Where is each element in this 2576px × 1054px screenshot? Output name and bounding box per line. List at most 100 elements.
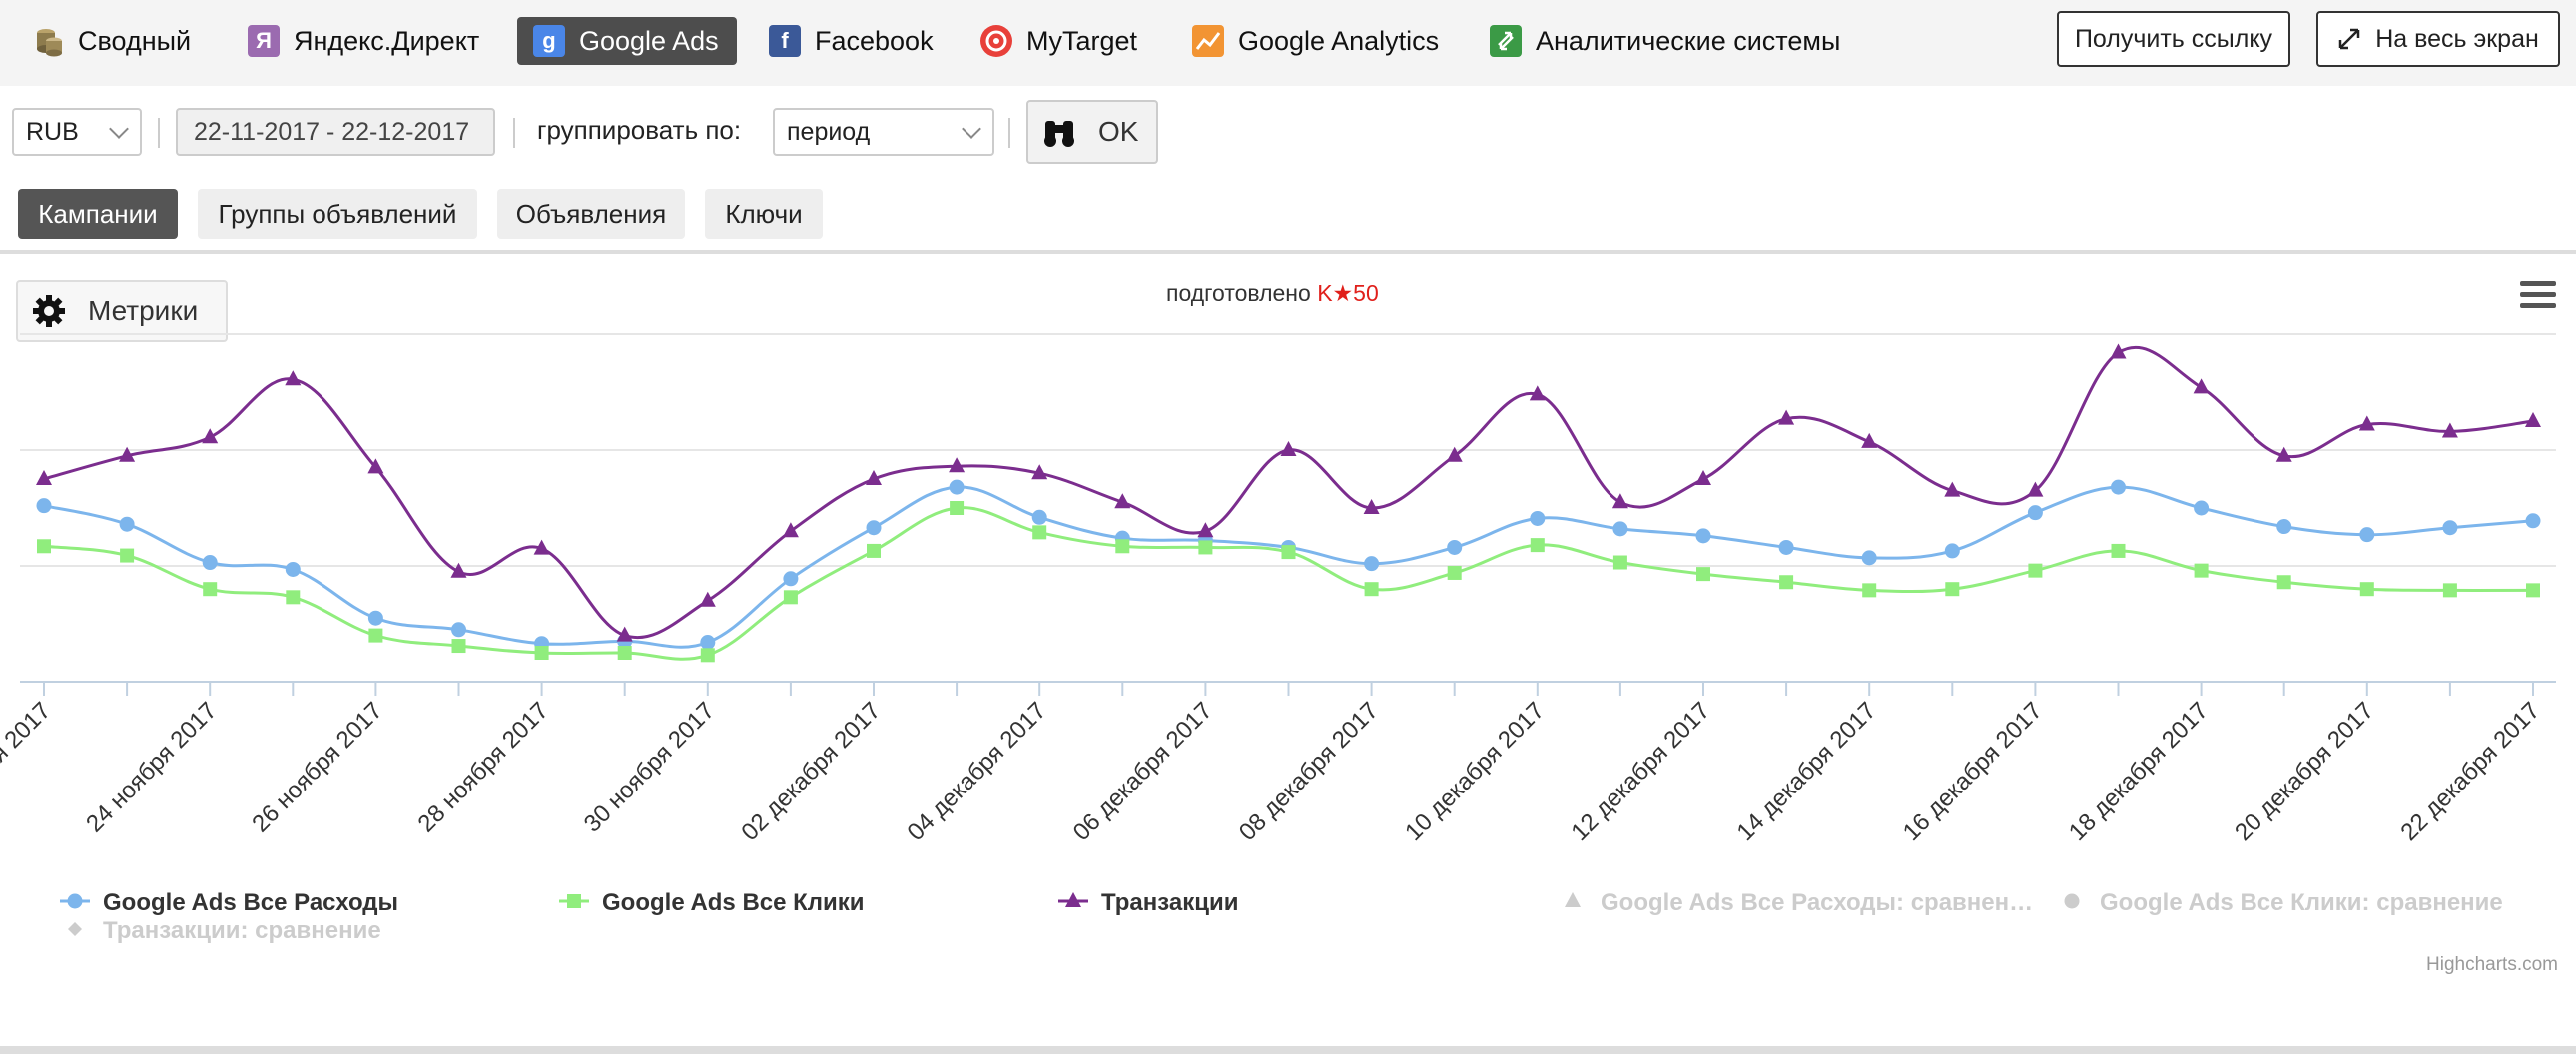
data-point[interactable] — [782, 522, 799, 538]
data-point[interactable] — [1447, 539, 1463, 555]
data-point[interactable] — [202, 428, 219, 444]
subtab-ads[interactable]: Объявления — [497, 189, 685, 239]
tab-summary[interactable]: Сводный — [34, 17, 191, 65]
data-point[interactable] — [1446, 446, 1463, 462]
tab-analytics-systems[interactable]: Аналитические системы — [1490, 17, 1840, 65]
data-point[interactable] — [120, 548, 135, 563]
data-point[interactable] — [949, 479, 965, 495]
scrollbar[interactable] — [0, 1046, 2576, 1054]
data-point[interactable] — [285, 561, 301, 577]
data-point[interactable] — [367, 610, 383, 626]
data-point[interactable] — [867, 543, 881, 558]
data-point[interactable] — [1364, 582, 1379, 597]
data-point[interactable] — [2359, 527, 2375, 543]
data-point[interactable] — [1363, 499, 1380, 514]
data-point[interactable] — [950, 501, 965, 515]
data-point[interactable] — [451, 639, 466, 654]
data-point[interactable] — [2111, 479, 2126, 495]
data-point[interactable] — [1779, 575, 1794, 590]
data-point[interactable] — [1944, 543, 1960, 559]
data-point[interactable] — [1612, 521, 1628, 537]
tab-google-ads[interactable]: g Google Ads — [517, 17, 737, 65]
data-point[interactable] — [2442, 520, 2458, 536]
data-point[interactable] — [2111, 543, 2126, 558]
data-point[interactable] — [1530, 538, 1545, 553]
legend-marker[interactable] — [1565, 892, 1581, 907]
data-point[interactable] — [2193, 378, 2210, 394]
ok-button[interactable]: OK — [1026, 100, 1158, 164]
data-point[interactable] — [368, 628, 383, 643]
data-point[interactable] — [1695, 528, 1711, 544]
data-point[interactable] — [1114, 493, 1131, 509]
data-point[interactable] — [700, 635, 716, 651]
data-point[interactable] — [2442, 583, 2457, 598]
data-point[interactable] — [36, 470, 52, 485]
legend-item[interactable]: Google Ads Все Клики — [602, 889, 865, 916]
data-point[interactable] — [1945, 582, 1960, 597]
data-point[interactable] — [866, 470, 882, 485]
data-point[interactable] — [1114, 530, 1130, 546]
data-point[interactable] — [534, 636, 550, 652]
data-point[interactable] — [1612, 555, 1627, 570]
data-point[interactable] — [1364, 556, 1380, 572]
data-point[interactable] — [285, 370, 302, 386]
tab-mytarget[interactable]: MyTarget — [980, 17, 1137, 65]
data-point[interactable] — [533, 539, 550, 555]
data-point[interactable] — [1778, 539, 1794, 555]
data-point[interactable] — [783, 590, 798, 605]
data-point[interactable] — [1280, 441, 1297, 456]
fullscreen-button[interactable]: На весь экран — [2316, 11, 2560, 67]
data-point[interactable] — [1778, 409, 1795, 425]
data-point[interactable] — [1944, 481, 1961, 497]
subtab-campaigns[interactable]: Кампании — [18, 189, 178, 239]
legend-item-inactive[interactable]: Google Ads Все Клики: сравнение — [2100, 889, 2503, 916]
data-point[interactable] — [949, 457, 966, 473]
data-point[interactable] — [450, 562, 467, 578]
data-point[interactable] — [1447, 565, 1462, 580]
data-point[interactable] — [1031, 509, 1047, 525]
data-point[interactable] — [2027, 505, 2043, 521]
data-point[interactable] — [2526, 583, 2540, 598]
data-point[interactable] — [783, 571, 799, 587]
data-point[interactable] — [1695, 470, 1711, 485]
legend-marker[interactable] — [1065, 892, 1081, 907]
tab-google-analytics[interactable]: Google Analytics — [1192, 17, 1439, 65]
group-by-select[interactable]: период — [773, 108, 994, 156]
metrics-button[interactable]: Метрики — [16, 280, 228, 342]
data-point[interactable] — [119, 516, 135, 532]
chart-menu-icon[interactable] — [2520, 281, 2556, 311]
data-point[interactable] — [2275, 446, 2292, 462]
data-point[interactable] — [203, 582, 218, 597]
legend-item[interactable]: Транзакции — [1101, 889, 1238, 916]
data-point[interactable] — [1115, 539, 1130, 554]
data-point[interactable] — [1032, 525, 1047, 540]
data-point[interactable] — [286, 590, 301, 605]
data-point[interactable] — [1197, 532, 1213, 548]
subtab-keywords[interactable]: Ключи — [705, 189, 823, 239]
data-point[interactable] — [534, 646, 549, 660]
tab-facebook[interactable]: f Facebook — [769, 17, 934, 65]
data-point[interactable] — [1530, 510, 1546, 526]
data-point[interactable] — [1281, 539, 1296, 555]
data-point[interactable] — [119, 446, 136, 462]
data-point[interactable] — [866, 520, 882, 536]
data-point[interactable] — [1861, 550, 1877, 566]
data-point[interactable] — [1861, 432, 1878, 448]
data-point[interactable] — [202, 555, 218, 571]
data-point[interactable] — [2276, 575, 2291, 590]
tab-yandex-direct[interactable]: Я Яндекс.Директ — [248, 17, 479, 65]
data-point[interactable] — [617, 633, 633, 649]
data-point[interactable] — [2276, 519, 2292, 535]
data-point[interactable] — [1198, 540, 1213, 555]
data-point[interactable] — [2110, 343, 2127, 359]
data-point[interactable] — [1031, 464, 1048, 480]
legend-marker[interactable] — [67, 893, 83, 909]
data-point[interactable] — [451, 622, 466, 638]
legend-item-inactive[interactable]: Транзакции: сравнение — [103, 917, 381, 944]
data-point[interactable] — [2441, 422, 2458, 438]
data-point[interactable] — [617, 646, 632, 660]
data-point[interactable] — [616, 626, 633, 642]
subtab-ad-groups[interactable]: Группы объявлений — [198, 189, 477, 239]
data-point[interactable] — [37, 539, 51, 554]
get-link-button[interactable]: Получить ссылку — [2057, 11, 2290, 67]
